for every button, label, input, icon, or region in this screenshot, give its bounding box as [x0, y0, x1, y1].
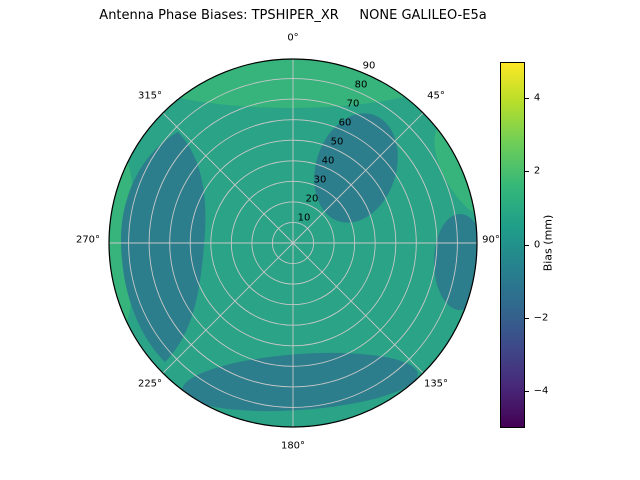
r-label-10: 10: [297, 212, 311, 224]
colorbar-tick-label-n2: −2: [533, 312, 549, 324]
r-label-80: 80: [354, 79, 368, 91]
contour-patch-dark-left: [120, 132, 206, 362]
r-label-60: 60: [338, 117, 352, 129]
theta-label-180: 180°: [280, 440, 306, 452]
angular-gridlines: [109, 59, 477, 427]
polar-outline: [108, 58, 478, 428]
r-label-90: 90: [362, 60, 376, 72]
colorbar-tick-label-0: 0: [533, 239, 541, 251]
colorbar-tick: [525, 171, 529, 172]
colorbar: [500, 62, 525, 428]
colorbar-tick-label-2: 2: [533, 165, 541, 177]
theta-label-0: 0°: [287, 32, 299, 44]
r-label-40: 40: [321, 155, 335, 167]
colorbar-tick: [525, 245, 529, 246]
colorbar-tick-label-n4: −4: [533, 385, 549, 397]
colorbar-tick: [525, 98, 529, 99]
colorbar-axis-label: Bias (mm): [541, 214, 555, 272]
theta-label-315: 315°: [137, 90, 163, 102]
theta-label-45: 45°: [427, 90, 445, 102]
colorbar-tick: [525, 318, 529, 319]
theta-label-135: 135°: [423, 378, 449, 390]
colorbar-tick: [525, 391, 529, 392]
contour-patch-dark-bottom: [182, 352, 418, 412]
contour-patch-dark-right: [434, 214, 477, 310]
colorbar-tick-label-4: 4: [533, 92, 541, 104]
theta-label-90: 90°: [482, 234, 500, 246]
r-label-50: 50: [330, 136, 344, 148]
contour-patch-light-top: [132, 59, 448, 108]
r-label-20: 20: [305, 193, 319, 205]
r-label-70: 70: [346, 98, 360, 110]
contour-patch-light-left: [109, 142, 136, 338]
theta-label-270: 270°: [75, 234, 101, 246]
contour-patch-dark-upper-right: [314, 113, 398, 223]
theta-label-225: 225°: [137, 378, 163, 390]
chart-title: Antenna Phase Biases: TPSHIPER_XR NONE G…: [99, 8, 487, 23]
r-label-30: 30: [313, 174, 327, 186]
